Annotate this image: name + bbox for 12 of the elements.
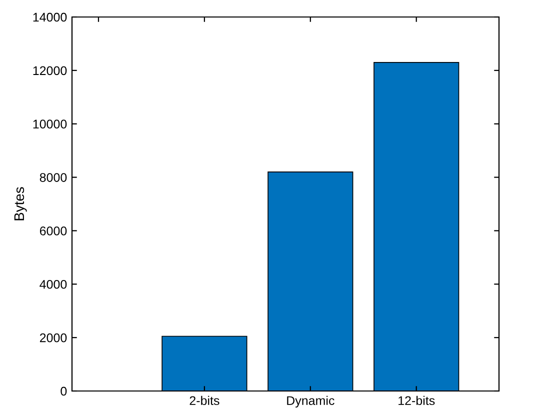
x-tick-label: Dynamic xyxy=(287,396,334,408)
y-tick-label: 2000 xyxy=(40,333,67,342)
y-tick-label: 14000 xyxy=(33,12,67,22)
x-tick-label: 2-bits xyxy=(190,396,220,406)
y-tick-label: 10000 xyxy=(33,120,67,129)
y-tick-label: 8000 xyxy=(40,173,67,182)
y-tick-label: 0 xyxy=(60,386,67,396)
y-axis-title: Bytes xyxy=(14,187,27,220)
y-tick-label: 12000 xyxy=(33,66,67,76)
y-tick-label: 4000 xyxy=(40,280,67,289)
y-tick-label: 6000 xyxy=(40,226,67,236)
x-tick-label: 12-bits xyxy=(398,396,435,406)
